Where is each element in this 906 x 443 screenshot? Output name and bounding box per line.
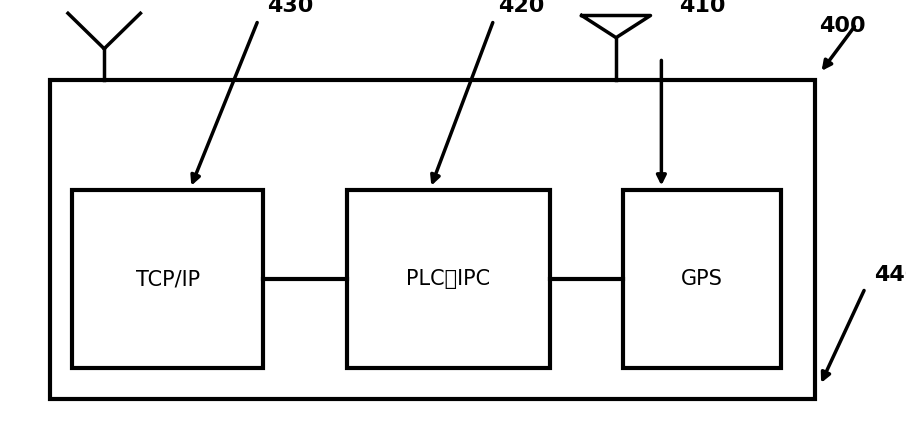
Text: GPS: GPS — [681, 269, 723, 289]
Bar — [623, 190, 781, 368]
Bar — [72, 190, 263, 368]
Bar — [50, 80, 815, 399]
Text: 400: 400 — [819, 16, 865, 35]
Bar — [346, 190, 550, 368]
Text: 420: 420 — [497, 0, 545, 16]
Text: 430: 430 — [266, 0, 313, 16]
Text: 440: 440 — [874, 264, 906, 285]
Text: 410: 410 — [679, 0, 726, 16]
Text: PLC或IPC: PLC或IPC — [407, 269, 490, 289]
Text: TCP/IP: TCP/IP — [136, 269, 199, 289]
